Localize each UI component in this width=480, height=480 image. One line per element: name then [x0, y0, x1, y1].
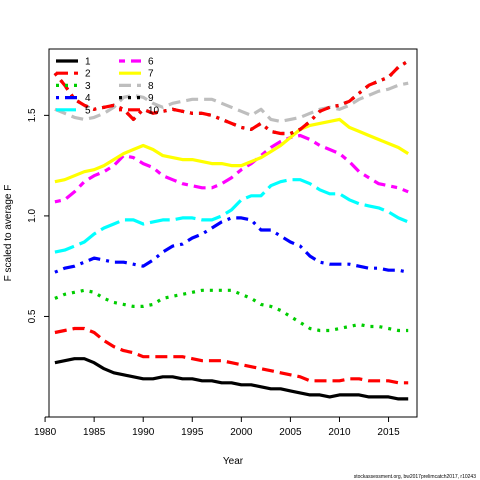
- legend-label-1: 1: [85, 57, 91, 68]
- series-10-line: [53, 59, 410, 136]
- legend-label-2: 2: [85, 69, 91, 80]
- series-8-line: [54, 81, 409, 123]
- y-tick-label: 1.5: [27, 108, 38, 122]
- legend-label-3: 3: [85, 81, 91, 92]
- x-tick-label: 2000: [230, 427, 253, 438]
- series-5-line: [54, 178, 409, 254]
- series-layer: [53, 59, 410, 401]
- series-7-line: [54, 117, 410, 184]
- legend-label-4: 4: [85, 93, 91, 104]
- x-axis: 1980 1985 1990 1995 2000 2005 2010 2015: [34, 416, 400, 438]
- y-axis-title: F scaled to average F: [3, 185, 14, 282]
- series-1-line: [54, 357, 409, 401]
- series-2-line: [54, 326, 409, 385]
- x-tick-label: 1980: [34, 427, 57, 438]
- x-tick-label: 2010: [328, 427, 351, 438]
- x-axis-title: Year: [223, 456, 244, 467]
- x-tick-label: 1985: [83, 427, 106, 438]
- y-tick-label: 0.5: [27, 309, 38, 323]
- x-tick-label: 2015: [377, 427, 400, 438]
- legend-label-8: 8: [148, 81, 154, 92]
- series-4-line: [54, 216, 409, 274]
- legend-label-5: 5: [85, 105, 91, 116]
- x-tick-label: 1990: [132, 427, 155, 438]
- series-6-line: [54, 133, 409, 204]
- x-tick-label: 1995: [181, 427, 204, 438]
- legend-label-9: 9: [148, 93, 154, 104]
- credit-text: stockassessment.org, bw2017prelimcatch20…: [354, 474, 477, 480]
- y-tick-label: 1.0: [27, 209, 38, 223]
- y-axis: 0.5 1.0 1.5: [27, 108, 50, 323]
- legend-label-10: 10: [148, 105, 160, 116]
- x-tick-label: 2005: [279, 427, 302, 438]
- legend-label-7: 7: [148, 69, 154, 80]
- legend-label-6: 6: [148, 57, 154, 68]
